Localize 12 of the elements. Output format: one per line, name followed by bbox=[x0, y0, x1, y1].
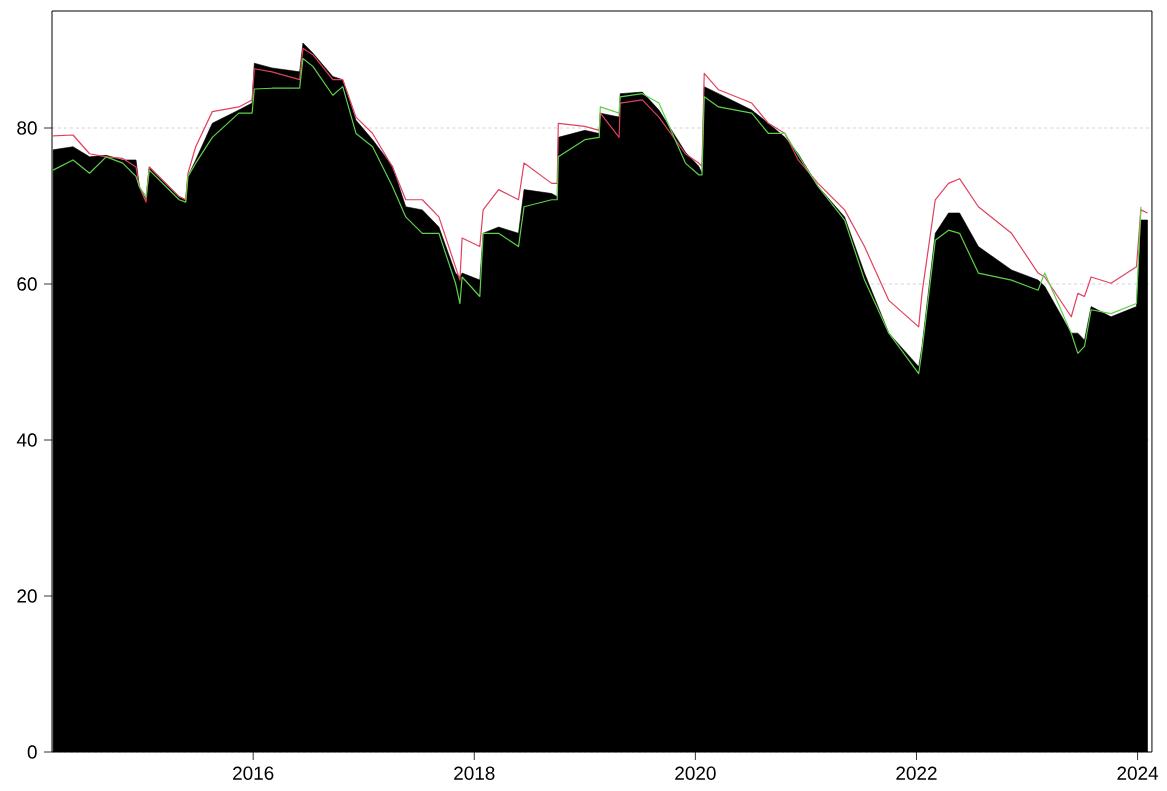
x-tick-label: 2022 bbox=[896, 766, 937, 780]
line-series bbox=[52, 47, 1149, 328]
x-tick-label: 2016 bbox=[233, 766, 274, 780]
y-tick-label: 60 bbox=[17, 277, 37, 291]
x-tick-label: 2024 bbox=[1117, 766, 1159, 780]
line-series bbox=[52, 57, 1142, 375]
y-tick-label: 80 bbox=[17, 121, 37, 135]
x-tick-label: 2020 bbox=[675, 766, 716, 780]
y-tick-label: 0 bbox=[27, 745, 37, 759]
x-tick-label: 2018 bbox=[454, 766, 495, 780]
y-tick-label: 20 bbox=[17, 589, 37, 603]
y-tick-label: 40 bbox=[16, 433, 37, 447]
